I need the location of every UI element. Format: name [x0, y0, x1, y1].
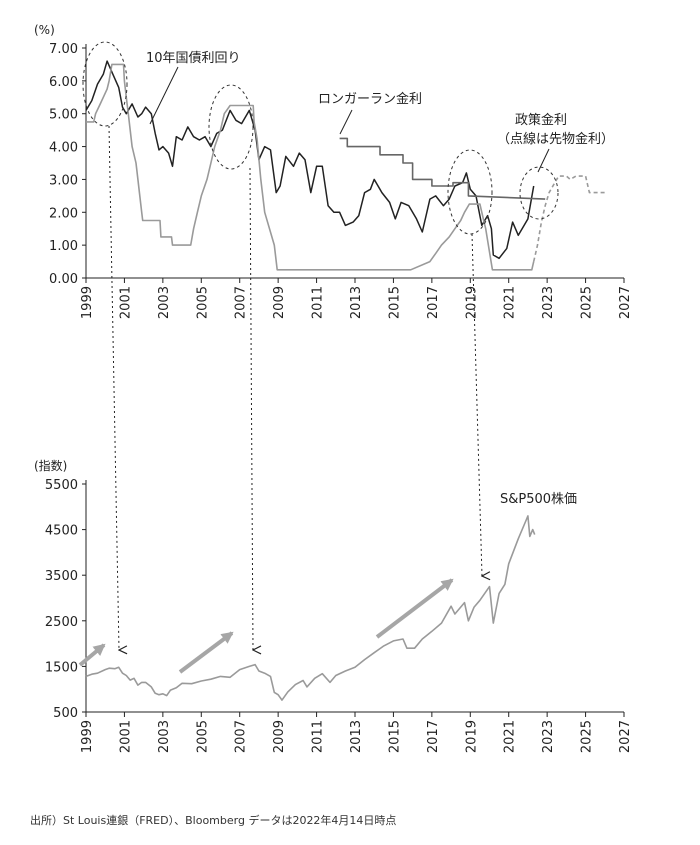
top-y-tick-label: 3.00 — [49, 173, 78, 188]
highlight-ellipse-2000 — [82, 41, 128, 127]
highlight-ellipse-2019 — [447, 149, 493, 235]
top-y-tick-label: 6.00 — [49, 75, 78, 90]
top-y-tick-label: 1.00 — [49, 239, 78, 254]
top-x-tick-label: 2027 — [618, 286, 633, 319]
trend-arrow-3 — [375, 578, 454, 639]
top-y-tick-label: 5.00 — [49, 108, 78, 123]
leader-10y-yield — [149, 66, 179, 125]
bottom-x-tick-label: 2027 — [618, 720, 633, 753]
bottom-x-tick-label: 2009 — [272, 720, 287, 753]
top-y-tick-label: 2.00 — [49, 206, 78, 221]
bottom-x-tick-label: 2015 — [387, 720, 402, 753]
top-x-tick-label: 2013 — [349, 286, 364, 319]
leader-longer-run-rate — [339, 109, 353, 135]
bottom-x-tick-label: 2007 — [234, 720, 249, 753]
bottom-x-tick-label: 2017 — [426, 720, 441, 753]
bottom-x-tick-label: 2005 — [195, 720, 210, 753]
top-x-tick-label: 2021 — [503, 286, 518, 319]
top-y-tick-label: 0.00 — [49, 272, 78, 287]
top-chart-annotations: 10年国債利回り ロンガーラン金利 政策金利 （点線は先物金利） — [82, 41, 614, 235]
top-y-tick-label: 7.00 — [49, 42, 78, 57]
source-note: 出所）St Louis連銀（FRED）、Bloomberg データは2022年4… — [30, 814, 397, 827]
top-x-tick-label: 2017 — [426, 286, 441, 319]
bottom-chart-series — [85, 515, 536, 701]
top-series-line-3 — [339, 137, 546, 200]
top-x-tick-label: 2015 — [387, 286, 402, 319]
top-series-line-0 — [85, 60, 535, 260]
bottom-x-tick-label: 2025 — [580, 720, 595, 753]
top-x-tick-label: 2019 — [464, 286, 479, 319]
bottom-y-axis-title: (指数) — [34, 458, 67, 473]
connector-arrow-2000 — [108, 125, 119, 650]
bottom-x-tick-label: 2019 — [464, 720, 479, 753]
highlight-ellipse-2007 — [208, 84, 254, 170]
top-x-tick-label: 2001 — [118, 286, 133, 319]
trend-arrow-1 — [78, 643, 106, 667]
bottom-x-tick-label: 2023 — [541, 720, 556, 753]
top-y-tick-label: 4.00 — [49, 141, 78, 156]
bottom-series-line-0 — [85, 515, 536, 701]
bottom-y-tick-label: 5500 — [45, 478, 78, 493]
trend-arrow-2 — [178, 631, 234, 674]
top-x-tick-label: 2025 — [580, 286, 595, 319]
sp500-chart: (指数) 500 1500 2500 3500 4500 5500 1999 2001 2003 2… — [34, 458, 633, 753]
top-series-line-2 — [532, 175, 605, 262]
bottom-x-tick-label: 1999 — [80, 720, 95, 753]
top-x-tick-label: 1999 — [80, 286, 95, 319]
label-policy-rate-note: （点線は先物金利） — [497, 131, 614, 147]
interest-rate-chart: (%) 0.00 1.00 2.00 3.00 4.00 5.00 6.00 7.00 1999 2… — [34, 23, 633, 319]
leader-policy-rate — [537, 148, 550, 173]
top-series-line-1 — [86, 63, 535, 271]
top-x-tick-label: 2023 — [541, 286, 556, 319]
bottom-x-tick-label: 2013 — [349, 720, 364, 753]
top-y-axis-title: (%) — [34, 23, 55, 37]
bottom-y-tick-label: 1500 — [45, 660, 78, 675]
bottom-chart-axes: (指数) 500 1500 2500 3500 4500 5500 1999 2001 2003 2… — [34, 458, 633, 753]
bottom-y-tick-label: 2500 — [45, 615, 78, 630]
bottom-x-tick-label: 2001 — [118, 720, 133, 753]
top-x-tick-label: 2005 — [195, 286, 210, 319]
label-sp500: S&P500株価 — [500, 492, 577, 507]
bottom-x-tick-label: 2011 — [311, 720, 326, 753]
label-longer-run-rate: ロンガーラン金利 — [318, 91, 422, 107]
bottom-x-tick-label: 2021 — [503, 720, 518, 753]
highlight-ellipse-2023 — [519, 166, 559, 220]
top-x-tick-label: 2007 — [234, 286, 249, 319]
label-10y-yield: 10年国債利回り — [146, 51, 241, 66]
top-x-tick-label: 2003 — [157, 286, 172, 319]
top-x-tick-label: 2009 — [272, 286, 287, 319]
label-policy-rate: 政策金利 — [515, 112, 567, 128]
bottom-x-tick-label: 2003 — [157, 720, 172, 753]
top-chart-series — [85, 60, 605, 271]
connector-arrows — [108, 125, 482, 650]
top-chart-axes: (%) 0.00 1.00 2.00 3.00 4.00 5.00 6.00 7.00 1999 2… — [34, 23, 633, 319]
bottom-y-tick-label: 3500 — [45, 569, 78, 584]
connector-arrow-2019 — [471, 233, 482, 576]
bottom-y-tick-label: 4500 — [45, 524, 78, 539]
top-x-tick-label: 2011 — [311, 286, 326, 319]
connector-arrow-2007 — [249, 167, 253, 650]
bottom-y-tick-label: 500 — [53, 706, 78, 721]
